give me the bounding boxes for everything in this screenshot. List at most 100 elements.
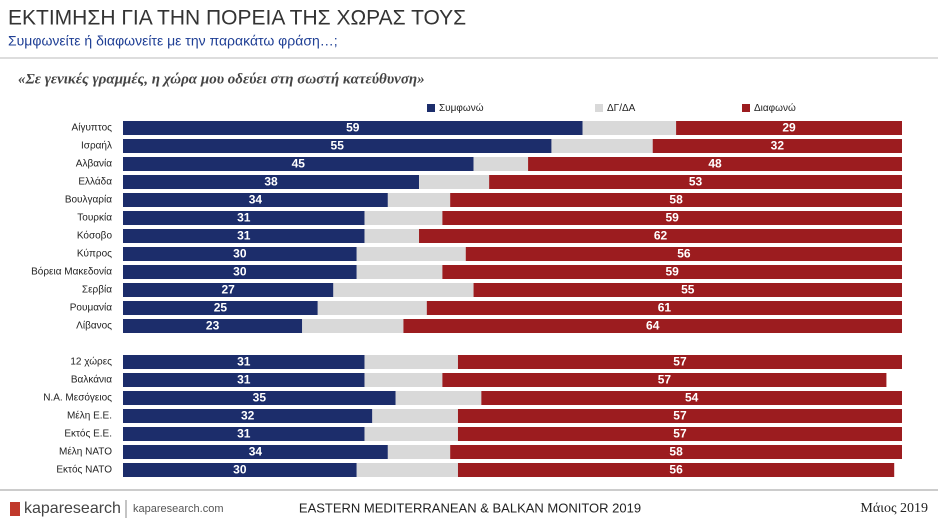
bar-segment xyxy=(123,409,373,423)
bar-segment xyxy=(333,283,474,297)
brand-logo xyxy=(10,502,20,516)
bar-segment xyxy=(551,139,653,153)
value-label: 56 xyxy=(677,247,691,261)
y-tick-label: Ελλάδα xyxy=(78,176,112,188)
legend-swatch xyxy=(742,104,750,112)
value-label: 31 xyxy=(237,211,251,225)
value-label: 54 xyxy=(685,391,699,405)
bar-segment xyxy=(123,301,318,315)
legend-label: Συμφωνώ xyxy=(439,102,484,114)
bar-segment xyxy=(450,193,902,207)
bar-segment xyxy=(364,427,458,441)
bar-segment xyxy=(317,301,427,315)
bar-segment xyxy=(457,355,902,369)
y-tick-label: Βαλκάνια xyxy=(71,374,112,386)
value-label: 55 xyxy=(681,283,695,297)
bar-segment xyxy=(457,463,895,477)
value-label: 57 xyxy=(673,355,687,369)
bar-segment xyxy=(450,445,902,459)
value-label: 61 xyxy=(658,301,672,315)
y-tick-label: Εκτός Ε.Ε. xyxy=(64,428,112,440)
bar-segment xyxy=(356,463,458,477)
value-label: 27 xyxy=(221,283,235,297)
value-label: 31 xyxy=(237,427,251,441)
bar-segment xyxy=(481,391,902,405)
value-label: 31 xyxy=(237,373,251,387)
monitor: EASTERN MEDITERRANEAN & BALKAN MONITOR 2… xyxy=(299,500,641,515)
bar-segment xyxy=(123,265,357,279)
value-label: 31 xyxy=(237,355,251,369)
bar-segment xyxy=(419,229,902,243)
bar-segment xyxy=(442,373,887,387)
bar-segment xyxy=(123,463,357,477)
value-label: 64 xyxy=(646,319,660,333)
bar-segment xyxy=(403,319,902,333)
y-tick-label: Κύπρος xyxy=(77,248,112,260)
bar-segment xyxy=(302,319,404,333)
y-tick-label: Σερβία xyxy=(82,284,112,296)
bar-segment xyxy=(364,229,420,243)
bar-segment xyxy=(442,265,902,279)
value-label: 55 xyxy=(331,139,345,153)
y-tick-label: Εκτός ΝΑΤΟ xyxy=(56,464,112,476)
y-tick-label: 12 χώρες xyxy=(70,356,112,368)
bar-segment xyxy=(465,247,902,261)
value-label: 57 xyxy=(673,427,687,441)
value-label: 34 xyxy=(249,445,263,459)
bar-segment xyxy=(123,427,365,441)
value-label: 30 xyxy=(233,247,247,261)
value-label: 30 xyxy=(233,463,247,477)
bar-segment xyxy=(473,157,529,171)
date: Μάιος 2019 xyxy=(860,501,928,516)
value-label: 30 xyxy=(233,265,247,279)
bar-segment xyxy=(123,247,357,261)
bar-segment xyxy=(123,229,365,243)
bar-segment xyxy=(364,373,443,387)
bar-segment xyxy=(442,211,902,225)
value-label: 53 xyxy=(689,175,703,189)
y-tick-label: Αλβανία xyxy=(76,158,112,170)
value-label: 48 xyxy=(708,157,722,171)
bar-segment xyxy=(395,391,482,405)
bar-segment xyxy=(387,193,451,207)
y-tick-label: Τουρκία xyxy=(77,212,112,224)
value-label: 59 xyxy=(666,211,680,225)
bar-segment xyxy=(123,319,303,333)
value-label: 38 xyxy=(264,175,278,189)
question: «Σε γενικές γραμμές, η χώρα μου οδεύει σ… xyxy=(18,71,425,87)
y-tick-label: Βόρεια Μακεδονία xyxy=(31,266,112,278)
y-tick-label: Κόσοβο xyxy=(77,230,113,242)
value-label: 32 xyxy=(771,139,785,153)
bar-segment xyxy=(426,301,902,315)
bar-segment xyxy=(457,427,902,441)
bar-segment xyxy=(364,355,458,369)
value-label: 32 xyxy=(241,409,255,423)
legend-swatch xyxy=(427,104,435,112)
bar-segment xyxy=(123,121,583,135)
value-label: 29 xyxy=(782,121,796,135)
bar-segment xyxy=(364,211,443,225)
legend-label: ΔΓ/ΔΑ xyxy=(607,103,636,114)
bar-segment xyxy=(123,157,474,171)
bar-segment xyxy=(457,409,902,423)
value-label: 58 xyxy=(669,193,683,207)
bar-segment xyxy=(356,247,466,261)
y-tick-label: Ρουμανία xyxy=(70,302,112,314)
bar-segment xyxy=(489,175,902,189)
bar-segment xyxy=(582,121,677,135)
value-label: 62 xyxy=(654,229,668,243)
bar-segment xyxy=(372,409,458,423)
y-tick-label: Αίγυπτος xyxy=(72,122,113,134)
y-tick-label: Μέλη Ε.Ε. xyxy=(67,410,112,422)
bar-segment xyxy=(123,139,552,153)
brand: kaparesearch xyxy=(24,500,121,517)
bar-segment xyxy=(652,139,902,153)
bar-segment xyxy=(473,283,902,297)
bar-segment xyxy=(123,175,420,189)
y-tick-label: Μέλη ΝΑΤΟ xyxy=(59,446,112,458)
value-label: 56 xyxy=(669,463,683,477)
y-tick-label: Λίβανος xyxy=(76,320,112,332)
bar-segment xyxy=(123,283,334,297)
bar-segment xyxy=(123,211,365,225)
